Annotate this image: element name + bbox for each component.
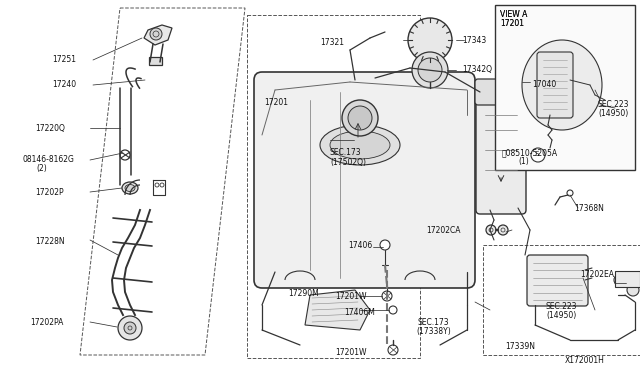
FancyBboxPatch shape — [476, 96, 526, 214]
Circle shape — [342, 100, 378, 136]
Text: 17290M: 17290M — [288, 289, 319, 298]
Text: 17220Q: 17220Q — [35, 124, 65, 133]
Polygon shape — [144, 25, 172, 45]
Text: 17201W: 17201W — [335, 348, 367, 357]
Text: 17202CA: 17202CA — [426, 226, 461, 235]
Text: VIEW A: VIEW A — [500, 10, 527, 19]
Circle shape — [531, 148, 545, 162]
Circle shape — [486, 225, 496, 235]
Text: 17202P: 17202P — [35, 188, 63, 197]
Text: 17240: 17240 — [52, 80, 76, 89]
FancyBboxPatch shape — [254, 72, 475, 288]
Text: 17342Q: 17342Q — [462, 65, 492, 74]
Text: 17343: 17343 — [462, 36, 486, 45]
Text: (14950): (14950) — [598, 109, 628, 118]
Text: 17201: 17201 — [500, 19, 524, 28]
Text: 17368N: 17368N — [574, 204, 604, 213]
FancyBboxPatch shape — [537, 52, 573, 118]
Text: 17202EA: 17202EA — [580, 270, 614, 279]
Text: SEC.173: SEC.173 — [418, 318, 450, 327]
Text: 17202PA: 17202PA — [30, 318, 63, 327]
Ellipse shape — [122, 182, 138, 194]
Text: X172001H: X172001H — [565, 356, 605, 365]
Circle shape — [388, 345, 398, 355]
Text: (2): (2) — [36, 164, 47, 173]
Bar — [149, 57, 162, 65]
Circle shape — [380, 240, 390, 250]
Text: (14950): (14950) — [546, 311, 576, 320]
Circle shape — [118, 316, 142, 340]
Text: 17406: 17406 — [348, 241, 372, 250]
Circle shape — [389, 306, 397, 314]
Circle shape — [412, 52, 448, 88]
FancyBboxPatch shape — [475, 79, 527, 105]
Circle shape — [150, 28, 162, 40]
Text: 17228N: 17228N — [35, 237, 65, 246]
Text: 17321: 17321 — [320, 38, 344, 47]
Circle shape — [614, 274, 626, 286]
Bar — [495, 5, 635, 170]
Circle shape — [348, 106, 372, 130]
Text: 17201: 17201 — [264, 98, 288, 107]
Text: (17502Q): (17502Q) — [330, 158, 366, 167]
Text: 17406M: 17406M — [344, 308, 375, 317]
Text: (17338Y): (17338Y) — [416, 327, 451, 336]
Bar — [615, 271, 640, 287]
Text: SEC.173: SEC.173 — [330, 148, 362, 157]
Circle shape — [120, 150, 130, 160]
Circle shape — [418, 58, 442, 82]
Text: SEC.223: SEC.223 — [546, 302, 577, 311]
Text: 17201W: 17201W — [335, 292, 367, 301]
Text: Ⓝ08510-5205A: Ⓝ08510-5205A — [502, 148, 558, 157]
Text: 08146-8162G: 08146-8162G — [22, 155, 74, 164]
Text: S: S — [535, 151, 540, 157]
Ellipse shape — [522, 40, 602, 130]
Text: 17339N: 17339N — [505, 342, 535, 351]
Polygon shape — [305, 290, 370, 330]
Circle shape — [408, 18, 452, 62]
Text: 17251: 17251 — [52, 55, 76, 64]
Circle shape — [382, 291, 392, 301]
Circle shape — [498, 225, 508, 235]
Circle shape — [124, 322, 136, 334]
Ellipse shape — [330, 131, 390, 159]
Text: VIEW A: VIEW A — [500, 10, 527, 19]
Ellipse shape — [320, 125, 400, 165]
Text: SEC.223: SEC.223 — [598, 100, 630, 109]
Ellipse shape — [125, 185, 135, 192]
FancyBboxPatch shape — [527, 255, 588, 306]
Text: (1): (1) — [518, 157, 529, 166]
Text: 17040: 17040 — [532, 80, 556, 89]
Text: 17201: 17201 — [500, 19, 524, 28]
Circle shape — [627, 284, 639, 296]
Bar — [483, 245, 640, 355]
